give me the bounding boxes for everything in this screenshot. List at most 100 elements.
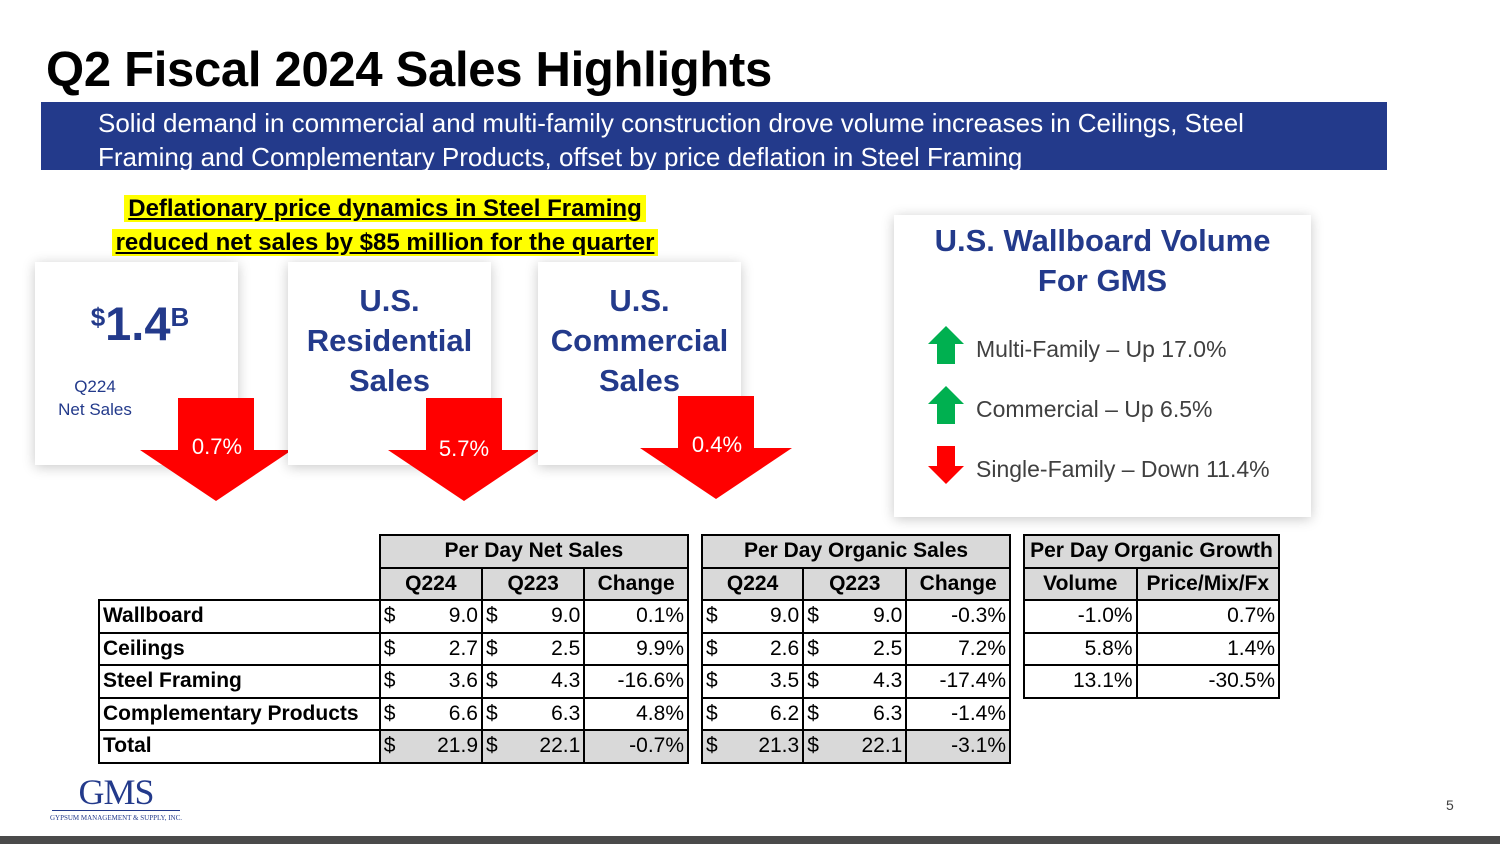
table-cell: -0.3%	[905, 599, 1011, 634]
table-cell: 13.1%	[1023, 664, 1138, 699]
table-cell: $21.9	[378, 729, 484, 764]
table-cell: $3.5	[700, 664, 805, 699]
table-cell: $2.5	[480, 631, 586, 666]
table-cell: $6.3	[480, 696, 586, 731]
table-cell: $9.0	[802, 599, 908, 634]
table-cell: $4.3	[480, 664, 586, 699]
deflation-callout: Deflationary price dynamics in Steel Fra…	[62, 192, 708, 260]
row-label-ceilings: Ceilings	[98, 631, 381, 666]
table-cell: $2.6	[700, 631, 805, 666]
deflation-line-1: Deflationary price dynamics in Steel Fra…	[124, 195, 646, 222]
table-row: 13.1% -30.5%	[1023, 664, 1281, 699]
table-cell: 0.1%	[583, 599, 689, 634]
organic-sales-table: Per Day Organic Sales Q224 Q223 Change $…	[700, 534, 1011, 764]
row-label-wallboard: Wallboard	[98, 599, 381, 634]
table-cell: $9.0	[480, 599, 586, 634]
wallboard-item-multifamily: Multi-Family – Up 17.0%	[976, 336, 1227, 362]
net-sales-change: 0.7%	[191, 434, 243, 459]
table-cell: $3.6	[378, 664, 484, 699]
table-cell: $22.1	[480, 729, 586, 764]
commercial-up-arrow-icon	[928, 386, 964, 424]
singlefamily-down-arrow-icon	[928, 446, 964, 484]
table-cell: -1.4%	[905, 696, 1011, 731]
table-cell: 1.4%	[1135, 631, 1281, 666]
table-row: $3.5 $4.3 -17.4%	[700, 664, 1011, 699]
organic-growth-col-price: Price/Mix/Fx	[1135, 566, 1281, 601]
table-row: Total $21.9 $22.1 -0.7%	[98, 729, 689, 764]
organic-growth-table: Per Day Organic Growth Volume Price/Mix/…	[1023, 534, 1281, 699]
wallboard-title-2: For GMS	[1037, 263, 1168, 298]
table-cell: $2.7	[378, 631, 484, 666]
table-row: Complementary Products $6.6 $6.3 4.8%	[98, 696, 689, 731]
net-sales-amount: 1.4	[105, 297, 171, 350]
row-label-steel-framing: Steel Framing	[98, 664, 381, 699]
table-cell: $21.3	[700, 729, 805, 764]
table-cell: 7.2%	[905, 631, 1011, 666]
residential-card: U.S. Residential Sales	[288, 262, 491, 465]
commercial-label-2: Commercial	[550, 323, 729, 358]
commercial-label-3: Sales	[598, 363, 680, 398]
table-cell: 5.8%	[1023, 631, 1138, 666]
commercial-label-1: U.S.	[609, 283, 670, 318]
organic-growth-header: Per Day Organic Growth	[1023, 534, 1280, 569]
net-sales-value: $1.4B	[35, 296, 245, 351]
net-sales-table: Per Day Net Sales Q224 Q223 Change Wallb…	[98, 534, 690, 764]
table-cell: $4.3	[802, 664, 908, 699]
table-cell: 0.7%	[1135, 599, 1281, 634]
net-sales-unit: B	[170, 302, 190, 332]
table-cell: -30.5%	[1135, 664, 1281, 699]
table-row: Steel Framing $3.6 $4.3 -16.6%	[98, 664, 689, 699]
banner-text: Solid demand in commercial and multi-fam…	[98, 106, 1368, 174]
net-sales-down-arrow-icon	[140, 398, 292, 501]
page-title: Q2 Fiscal 2024 Sales Highlights	[46, 43, 773, 97]
table-cell: $6.6	[378, 696, 484, 731]
table-row: Ceilings $2.7 $2.5 9.9%	[98, 631, 689, 666]
table-row: $2.6 $2.5 7.2%	[700, 631, 1011, 666]
wallboard-title: U.S. Wallboard Volume For GMS	[894, 221, 1311, 301]
net-sales-col-q223: Q223	[480, 566, 586, 601]
table-cell: $9.0	[700, 599, 805, 634]
organic-sales-col-q224: Q224	[700, 566, 805, 601]
commercial-label: U.S. Commercial Sales	[538, 281, 741, 401]
summary-banner: Solid demand in commercial and multi-fam…	[41, 102, 1387, 172]
gms-logo: GMS GYPSUM MANAGEMENT & SUPPLY, INC.	[46, 774, 186, 822]
commercial-change: 0.4%	[691, 432, 743, 457]
multifamily-up-arrow-icon	[928, 326, 964, 364]
page-number: 5	[1446, 797, 1454, 813]
table-cell: $2.5	[802, 631, 908, 666]
table-row: $9.0 $9.0 -0.3%	[700, 599, 1011, 634]
wallboard-volume-card: U.S. Wallboard Volume For GMS Multi-Fami…	[894, 215, 1311, 517]
deflation-line-2: reduced net sales by $85 million for the…	[111, 229, 659, 256]
commercial-down-arrow-icon	[640, 396, 792, 499]
table-row: Wallboard $9.0 $9.0 0.1%	[98, 599, 689, 634]
net-sales-caption-2: Net Sales	[58, 400, 132, 419]
table-cell: $6.2	[700, 696, 805, 731]
table-row: $21.3 $22.1 -3.1%	[700, 729, 1011, 764]
table-row: $6.2 $6.3 -1.4%	[700, 696, 1011, 731]
logo-divider	[52, 810, 180, 811]
banner-line-2: Framing and Complementary Products, offs…	[98, 142, 1023, 172]
residential-label-2: Residential	[306, 323, 473, 358]
residential-label-1: U.S.	[359, 283, 420, 318]
table-cell: -3.1%	[905, 729, 1011, 764]
row-label-complementary: Complementary Products	[98, 696, 381, 731]
logo-wordmark: GMS	[78, 772, 154, 812]
wallboard-item-singlefamily: Single-Family – Down 11.4%	[976, 456, 1270, 482]
net-sales-col-q224: Q224	[378, 566, 484, 601]
residential-label-3: Sales	[348, 363, 430, 398]
net-sales-caption-1: Q224	[74, 377, 116, 396]
wallboard-item-commercial: Commercial – Up 6.5%	[976, 396, 1213, 422]
table-cell: $22.1	[802, 729, 908, 764]
table-cell: -17.4%	[905, 664, 1011, 699]
net-sales-header: Per Day Net Sales	[378, 534, 690, 569]
table-cell: 9.9%	[583, 631, 689, 666]
footer-bar	[0, 836, 1500, 844]
table-cell: 4.8%	[583, 696, 689, 731]
wallboard-title-1: U.S. Wallboard Volume	[934, 223, 1271, 258]
organic-sales-col-change: Change	[905, 566, 1011, 601]
row-label-total: Total	[98, 729, 381, 764]
table-row: 5.8% 1.4%	[1023, 631, 1281, 666]
residential-label: U.S. Residential Sales	[288, 281, 491, 401]
table-cell: $9.0	[378, 599, 484, 634]
net-sales-caption: Q224 Net Sales	[35, 375, 155, 421]
